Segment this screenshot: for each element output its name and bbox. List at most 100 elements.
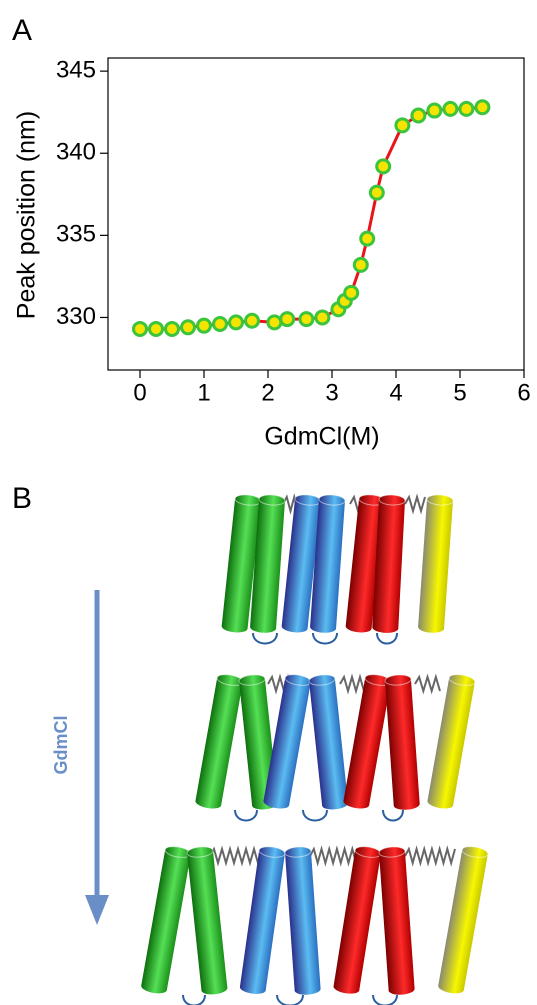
- helix-body: [385, 679, 420, 806]
- loop: [276, 994, 304, 1005]
- data-point: [180, 319, 196, 336]
- helix-body: [250, 499, 285, 629]
- helix-body: [372, 499, 405, 629]
- loop: [302, 809, 328, 822]
- loop: [234, 809, 258, 822]
- helix-end: [343, 797, 370, 809]
- helix-body: [187, 850, 228, 991]
- helix-end: [263, 797, 290, 809]
- x-axis-label: GdmCl(M): [264, 423, 379, 451]
- x-tick-label: 6: [517, 379, 530, 406]
- helix-end: [239, 983, 266, 994]
- helix-end: [333, 982, 360, 994]
- x-tick-label: 3: [325, 379, 338, 406]
- data-point: [266, 314, 283, 331]
- helix-body: [438, 849, 488, 991]
- helix-end: [388, 984, 415, 995]
- panel-label: A: [12, 14, 32, 47]
- plot-frame: [107, 57, 525, 371]
- data-point: [343, 284, 360, 301]
- arrow-label: GdmCl: [51, 715, 71, 774]
- helix: [333, 846, 382, 994]
- y-tick-label: 330: [56, 303, 96, 330]
- helix-end: [345, 622, 372, 633]
- helix: [195, 674, 244, 809]
- x-tick-label: 4: [389, 379, 402, 406]
- helix-body: [141, 849, 191, 991]
- helix-body: [309, 678, 348, 806]
- helix-end: [393, 799, 420, 810]
- helix-body: [310, 499, 345, 629]
- data-point: [314, 309, 331, 326]
- helix-end: [310, 622, 337, 633]
- spring: [404, 845, 456, 867]
- helix: [141, 846, 192, 994]
- data-point: [244, 312, 260, 329]
- y-tick-label: 335: [56, 221, 96, 248]
- y-axis-label: Peak position (nm): [13, 111, 41, 319]
- helix: [384, 674, 420, 810]
- loop: [252, 632, 278, 645]
- helix-body: [221, 498, 261, 629]
- helix-body: [333, 849, 381, 991]
- helix-end: [195, 797, 222, 809]
- helix-top: [378, 846, 406, 858]
- helix: [308, 674, 349, 810]
- panel-label: B: [12, 482, 32, 515]
- helix: [284, 846, 321, 995]
- helix-end: [418, 622, 445, 633]
- helix-body: [285, 851, 321, 991]
- helix: [438, 846, 489, 994]
- helix-body: [239, 850, 285, 991]
- helix: [343, 674, 392, 809]
- helix: [221, 494, 262, 633]
- helix-end: [372, 622, 399, 633]
- data-point: [410, 107, 427, 124]
- x-tick-label: 2: [261, 379, 274, 406]
- helix-body: [281, 498, 321, 629]
- helix: [186, 846, 228, 995]
- helix: [427, 674, 476, 809]
- y-tick-label: 340: [56, 139, 96, 166]
- loop: [382, 809, 404, 822]
- data-point: [375, 158, 392, 175]
- spring: [209, 845, 263, 867]
- x-tick-label: 5: [453, 379, 466, 406]
- data-point: [196, 317, 212, 334]
- helix-top: [308, 674, 336, 686]
- helix-body: [343, 677, 391, 806]
- helix-end: [141, 982, 167, 994]
- fit-line: [140, 105, 483, 331]
- data-point: [359, 230, 376, 247]
- loop: [376, 632, 398, 645]
- helix-body: [263, 677, 311, 806]
- data-point: [458, 100, 475, 117]
- helix: [345, 494, 386, 633]
- helix-top: [378, 494, 406, 506]
- data-point: [426, 102, 443, 119]
- helix-end: [427, 797, 454, 809]
- data-point: [352, 256, 369, 273]
- helix-top: [384, 674, 412, 686]
- spring: [309, 845, 361, 867]
- helix-end: [438, 982, 464, 994]
- data-point: [164, 320, 180, 337]
- helix-top: [448, 674, 476, 686]
- data-point: [298, 311, 315, 328]
- helix-top: [426, 494, 454, 506]
- helix-end: [221, 622, 248, 633]
- loop: [182, 994, 206, 1005]
- helix-body: [195, 677, 243, 806]
- helix-end: [294, 984, 321, 995]
- helix-top: [238, 674, 266, 686]
- arrow-head: [85, 895, 109, 925]
- data-point: [442, 100, 459, 117]
- data-point: [368, 184, 385, 201]
- helix: [263, 674, 312, 809]
- helix-diagram: [141, 493, 489, 1005]
- helix-top: [186, 846, 214, 858]
- spring: [414, 673, 441, 695]
- helix-body: [345, 498, 385, 629]
